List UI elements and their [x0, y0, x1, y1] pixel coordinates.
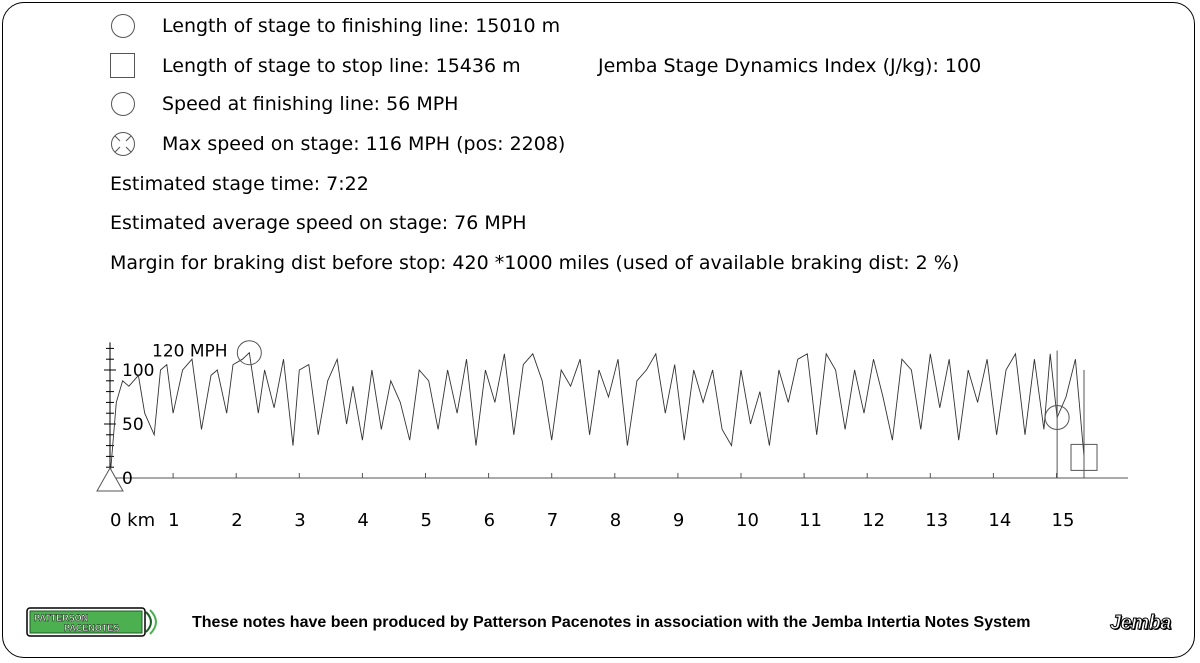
finish-speed-text: Speed at finishing line: 56 MPH	[162, 93, 459, 115]
x-tick-label: 5	[421, 510, 432, 531]
patterson-pacenotes-logo: PATTERSON PACENOTES	[26, 607, 157, 637]
chart-series	[109, 351, 1085, 479]
svg-text:PACENOTES: PACENOTES	[64, 623, 119, 633]
stop-length-text: Length of stage to stop line: 15436 m	[162, 55, 521, 77]
chart-axes	[109, 342, 1128, 479]
stage-time-text: Estimated stage time: 7:22	[110, 173, 369, 195]
x-tick-label: 14	[988, 510, 1011, 531]
x-tick-label: 15	[1052, 510, 1075, 531]
finish-circle-icon	[111, 14, 135, 38]
x-tick-label: 10	[736, 510, 759, 531]
x-tick-label: 6	[484, 510, 495, 531]
start-triangle-icon	[96, 466, 124, 492]
y-tick-label: 100	[122, 361, 154, 381]
y-max-label: 120 MPH	[152, 341, 228, 361]
x-tick-label: 3	[294, 510, 305, 531]
finish-speed-circle-icon	[111, 92, 135, 116]
x-tick-label: 2	[231, 510, 242, 531]
svg-text:PATTERSON: PATTERSON	[34, 613, 88, 623]
avg-speed-text: Estimated average speed on stage: 76 MPH	[110, 212, 527, 234]
max-speed-text: Max speed on stage: 116 MPH (pos: 2208)	[162, 133, 566, 155]
x-tick-label: 12	[862, 510, 885, 531]
jemba-logo: Jemba	[1110, 612, 1172, 635]
x-tick-label: 11	[799, 510, 822, 531]
x-tick-label: 9	[673, 510, 684, 531]
chart-ticks	[104, 347, 1057, 479]
x-tick-label: 8	[610, 510, 621, 531]
footer-credit-text: These notes have been produced by Patter…	[192, 614, 1031, 631]
x-tick-label: 13	[925, 510, 948, 531]
stop-square-icon	[110, 53, 135, 78]
chart-markers	[96, 340, 1098, 492]
braking-margin-text: Margin for braking dist before stop: 420…	[110, 252, 960, 274]
speed-line	[109, 351, 1085, 479]
max-speed-crossed-circle-icon	[111, 132, 135, 156]
x-tick-label: 4	[357, 510, 368, 531]
x-tick-label: 1	[168, 510, 179, 531]
y-tick-label: 0	[122, 469, 133, 489]
dynamics-index-text: Jemba Stage Dynamics Index (J/kg): 100	[598, 55, 982, 77]
stop-marker	[1070, 443, 1098, 471]
finish-marker	[1044, 405, 1070, 431]
max-speed-marker	[236, 340, 262, 366]
finish-length-text: Length of stage to finishing line: 15010…	[162, 15, 561, 37]
x-tick-label: 7	[547, 510, 558, 531]
y-tick-label: 50	[122, 415, 144, 435]
x-tick-label: 0 km	[110, 510, 155, 531]
